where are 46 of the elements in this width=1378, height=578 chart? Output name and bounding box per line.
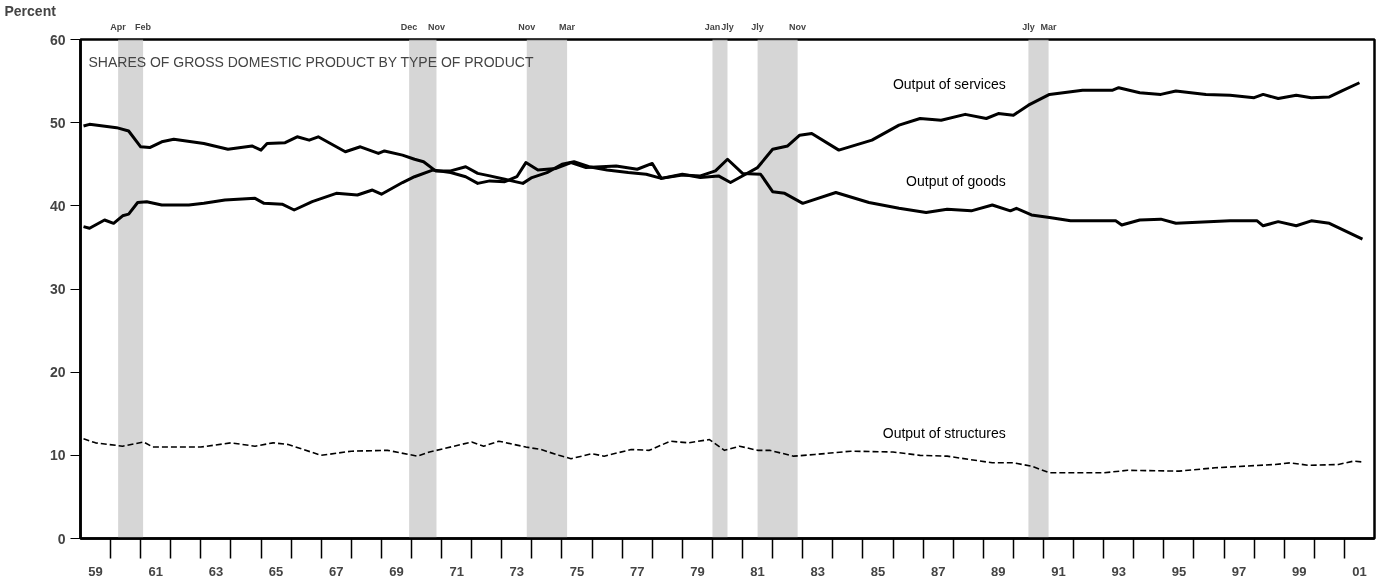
annotation: Jly: [721, 21, 734, 32]
x-tick-label: 83: [810, 563, 826, 578]
y-tick-label: 60: [49, 31, 66, 48]
x-tick-label: 97: [1231, 563, 1247, 578]
x-tick-label: 95: [1171, 563, 1187, 578]
y-axis-title: Percent: [4, 2, 57, 19]
x-tick-label: 93: [1111, 563, 1126, 578]
annotation: Mar: [1040, 21, 1058, 32]
annotation: Dec: [400, 21, 418, 32]
series-label: Output of structures: [882, 424, 1006, 441]
x-tick-label: 87: [930, 563, 946, 578]
annotation: Jan: [704, 21, 721, 32]
x-tick-label: 85: [870, 563, 886, 578]
x-tick-label: 71: [449, 563, 464, 578]
x-tick-label: 63: [208, 563, 224, 578]
x-tick-label: 73: [509, 563, 525, 578]
x-tick-label: 01: [1352, 563, 1367, 578]
annotation: Jly: [751, 21, 764, 32]
annotation: Mar: [559, 21, 576, 32]
x-tick-label: 65: [268, 563, 284, 578]
text: SHARES OF GROSS DOMESTIC PRODUCT BY TYPE OF PRODUCT: [88, 53, 534, 70]
y-tick-label: 20: [49, 364, 66, 381]
annotation: Feb: [135, 21, 152, 32]
y-tick-label: 0: [57, 530, 66, 547]
x-tick-label: 67: [329, 563, 344, 578]
y-tick-label: 40: [49, 197, 66, 214]
x-tick-label: 59: [88, 563, 103, 578]
x-tick-label: 69: [389, 563, 404, 578]
x-tick-label: 99: [1292, 563, 1307, 578]
annotation: Nov: [428, 21, 446, 32]
x-tick-label: 89: [991, 563, 1006, 578]
x-tick-label: 77: [629, 563, 645, 578]
annotation: Jly: [1022, 21, 1035, 32]
x-tick-label: 79: [690, 563, 705, 578]
annotation: Nov: [518, 21, 536, 32]
series-label: Output of goods: [906, 172, 1006, 189]
x-tick-label: 75: [569, 563, 585, 578]
x-tick-label: 81: [750, 563, 765, 578]
series-label: Output of services: [892, 75, 1006, 92]
y-tick-label: 30: [49, 281, 66, 297]
y-tick-label: 10: [49, 447, 66, 464]
x-tick-label: 91: [1051, 563, 1066, 578]
x-tick-label: 61: [148, 563, 163, 578]
annotation: Nov: [789, 21, 807, 32]
annotation: Apr: [110, 21, 127, 32]
y-tick-label: 50: [49, 114, 66, 131]
